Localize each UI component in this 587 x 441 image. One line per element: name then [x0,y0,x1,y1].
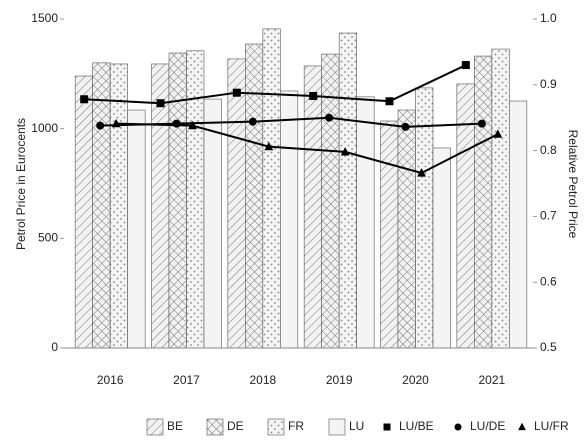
line-marker [96,121,105,130]
line-marker [340,147,350,156]
line-marker [401,122,410,131]
y-tick-label: 0 [51,340,58,354]
legend-marker [518,422,526,431]
line-marker [248,117,257,126]
line [116,122,499,175]
line-marker [461,61,470,70]
y2-tick-label: 0.9 [540,77,557,91]
y2-tick-label: 1.0 [540,11,557,25]
bar [280,90,299,349]
line-marker [188,120,197,130]
bar [109,63,128,349]
y2-tick-label: 0.8 [540,143,557,157]
legend-label: LU/BE [399,419,434,433]
bar [338,32,357,349]
legend-label: LU/DE [470,419,505,433]
bar [245,43,264,349]
y2-tick-label: 0.7 [540,209,557,223]
line-marker [232,88,241,97]
line-marker [111,118,121,128]
y-tick-label: 1500 [31,11,58,25]
x-tick-label: 2020 [402,373,429,387]
legend-marker [383,423,391,431]
legend-label: LU [349,419,364,433]
bar [380,120,399,349]
line-marker [80,95,89,104]
bar [262,28,281,349]
line-marker [325,113,334,122]
x-tick-label: 2019 [326,373,353,387]
y2-axis-label: Relative Petrol Price [566,130,580,239]
bar [474,55,493,349]
line-marker [385,97,394,106]
bar [509,100,528,349]
bar [127,109,146,349]
legend-label: BE [167,419,183,433]
bar [397,109,416,349]
bar [227,58,246,349]
x-tick-label: 2021 [478,373,505,387]
y2-tick-label: 0.5 [540,340,557,354]
bar [303,65,322,349]
line-marker [172,119,181,128]
bar [92,62,111,349]
legend-swatch [206,418,224,436]
line-marker [156,99,165,108]
legend-swatch [146,418,164,436]
legend-swatch [267,418,285,436]
legend-marker [454,423,462,431]
y-tick-label: 500 [38,231,58,245]
y2-tick-label: 0.6 [540,274,557,288]
x-tick-label: 2018 [249,373,276,387]
y-tick-label: 1000 [31,121,58,135]
bar [168,52,187,349]
bar [356,96,375,349]
line-marker [493,129,503,138]
x-tick-label: 2017 [173,373,200,387]
line-marker [309,91,318,100]
legend-label: LU/FR [534,419,569,433]
line [84,64,467,105]
bar [203,98,222,349]
line-marker [264,141,274,151]
bar [491,48,510,349]
bar [432,147,451,349]
line-marker [477,119,486,128]
legend-label: DE [227,419,244,433]
line-marker [417,168,426,177]
bar [74,75,93,349]
x-tick-label: 2016 [97,373,124,387]
legend-label: FR [288,419,304,433]
legend-swatch [328,418,346,436]
bar [186,50,205,349]
y-axis-label: Petrol Price in Eurocents [14,118,28,250]
